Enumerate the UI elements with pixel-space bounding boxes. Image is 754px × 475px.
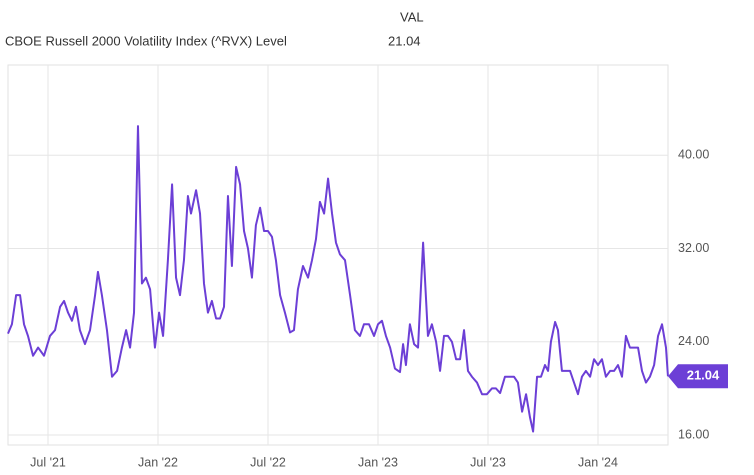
y-tick-label: 24.00: [678, 334, 709, 348]
x-tick-label: Jan '24: [578, 455, 618, 469]
x-tick-label: Jan '23: [358, 455, 398, 469]
column-header: VAL: [400, 9, 424, 24]
plot-frame: [7, 64, 669, 446]
last-value-label: 21.04: [687, 368, 720, 383]
x-tick-label: Jul '21: [30, 455, 66, 469]
legend-name: CBOE Russell 2000 Volatility Index (^RVX…: [5, 33, 287, 48]
x-tick-label: Jan '22: [138, 455, 178, 469]
legend-value: 21.04: [388, 33, 421, 48]
series-line: [7, 125, 669, 433]
last-value-badge: [668, 364, 728, 389]
y-tick-label: 16.00: [678, 427, 709, 441]
x-tick-label: Jul '23: [470, 455, 506, 469]
y-tick-label: 40.00: [678, 148, 709, 162]
y-tick-label: 32.00: [678, 241, 709, 255]
x-tick-label: Jul '22: [250, 455, 286, 469]
